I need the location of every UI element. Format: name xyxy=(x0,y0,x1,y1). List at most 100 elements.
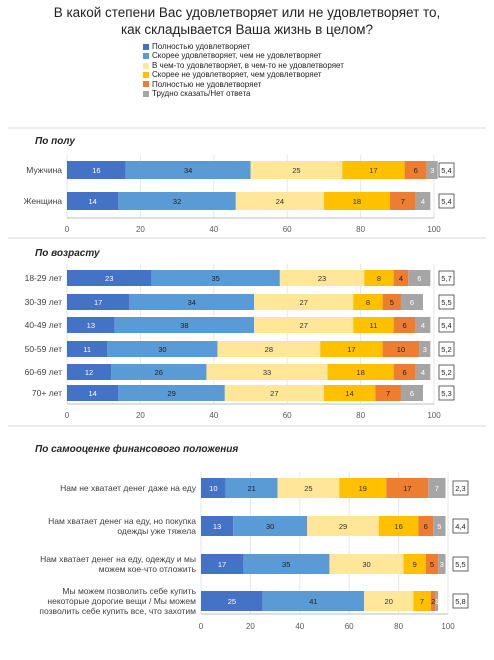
bar-segment xyxy=(415,192,431,210)
bar-segment xyxy=(118,192,236,210)
index-box xyxy=(438,294,455,310)
category-label: Мы можем позволить себе купить xyxy=(62,586,196,596)
data-label: 27 xyxy=(270,389,278,398)
index-value: 5,4 xyxy=(441,197,451,206)
data-label: 25 xyxy=(304,484,312,493)
bar-segment xyxy=(353,294,383,310)
data-label: 3 xyxy=(430,166,434,175)
data-label: 27 xyxy=(300,321,308,330)
legend-swatch xyxy=(143,43,149,50)
x-tick-label: 60 xyxy=(283,411,292,420)
x-tick-label: 100 xyxy=(427,411,441,420)
index-box xyxy=(452,556,469,572)
bar-segment xyxy=(125,161,251,179)
data-label: 11 xyxy=(370,321,378,330)
index-value: 5,3 xyxy=(441,389,451,398)
legend-swatch xyxy=(143,81,149,88)
legend-item: Полностью удовлетворяет xyxy=(143,42,344,51)
bar-segment xyxy=(403,554,426,574)
x-tick-label: 0 xyxy=(65,411,70,420)
bar-segment xyxy=(375,385,401,401)
data-label: 6 xyxy=(403,368,407,377)
category-label: некоторые дорогие вещи / Мы можем xyxy=(47,596,196,606)
legend-label: Скорее удовлетворяет, чем не удовлетворя… xyxy=(152,51,322,61)
index-value: 5,2 xyxy=(441,368,451,377)
bar-segment xyxy=(323,385,376,401)
bar-segment xyxy=(426,161,438,179)
category-label: Мужчина xyxy=(26,165,62,175)
bar-segment xyxy=(389,192,416,210)
bar-segment xyxy=(415,317,431,333)
data-label: 18 xyxy=(353,197,361,206)
data-label: 6 xyxy=(410,298,414,307)
bar-segment xyxy=(307,516,379,536)
index-box xyxy=(438,317,455,333)
data-label: 34 xyxy=(184,166,192,175)
data-label: 25 xyxy=(228,597,236,606)
category-label: Нам не хватает денег даже на еду xyxy=(60,483,197,493)
bar-segment xyxy=(419,341,431,357)
data-label: 3 xyxy=(440,560,444,569)
category-label: можем кое-что отложить xyxy=(99,564,197,574)
data-label: 6 xyxy=(410,389,414,398)
data-label: 2 xyxy=(431,597,435,606)
data-label: 29 xyxy=(339,522,347,531)
data-label: 18 xyxy=(356,368,364,377)
bar-segment xyxy=(67,161,126,179)
data-label: 16 xyxy=(394,522,402,531)
chart-title-line-1: В какой степени Вас удовлетворяет или не… xyxy=(53,5,441,20)
index-value: 5,2 xyxy=(441,345,451,354)
legend-swatch xyxy=(143,90,149,97)
category-label: Нам хватает денег на еду, но покупка xyxy=(48,516,196,526)
data-label: 3 xyxy=(423,345,427,354)
bar-segment xyxy=(224,385,324,401)
category-label: одежды уже тяжела xyxy=(117,526,196,536)
x-tick-label: 40 xyxy=(209,225,218,234)
bar-segment xyxy=(400,294,423,310)
data-label: 20 xyxy=(385,597,393,606)
data-label: 7 xyxy=(435,484,439,493)
data-label: 14 xyxy=(345,389,353,398)
data-label: 9 xyxy=(413,560,417,569)
data-label: 7 xyxy=(386,389,390,398)
category-label: 70+ лет xyxy=(32,388,62,398)
data-label: 38 xyxy=(180,321,188,330)
data-label: 6 xyxy=(403,321,407,330)
legend-swatch xyxy=(143,53,149,60)
data-label: 35 xyxy=(211,274,219,283)
legend-label: Полностью удовлетворяет xyxy=(152,42,251,51)
bar-segment xyxy=(262,591,365,611)
bar-segment xyxy=(320,341,383,357)
data-label: 8 xyxy=(377,274,381,283)
bar-segment xyxy=(67,192,119,210)
data-label: 5 xyxy=(390,298,394,307)
data-label: 26 xyxy=(155,368,163,377)
bar-segment xyxy=(201,554,243,574)
data-label: 12 xyxy=(85,368,93,377)
data-label: 8 xyxy=(366,298,370,307)
legend-item: Скорее удовлетворяет, чем не удовлетворя… xyxy=(143,51,344,60)
x-tick-label: 20 xyxy=(246,622,255,631)
category-label: позволить себе купить все, что захотим xyxy=(39,606,196,616)
category-label: 40-49 лет xyxy=(25,320,63,330)
data-label: 6 xyxy=(414,166,418,175)
bar-segment xyxy=(382,341,420,357)
index-value: 5,4 xyxy=(441,321,451,330)
bar-segment xyxy=(107,341,218,357)
data-label: 27 xyxy=(300,298,308,307)
bar-segment xyxy=(217,341,321,357)
data-label: 5 xyxy=(437,522,441,531)
data-label: 17 xyxy=(94,298,102,307)
data-label: 16 xyxy=(92,166,100,175)
data-label: 21 xyxy=(247,484,255,493)
bar-segment xyxy=(329,554,404,574)
legend-item: Трудно сказать/Нет ответа xyxy=(143,89,344,98)
bar-segment xyxy=(201,478,226,498)
index-box xyxy=(452,593,469,609)
bar-segment xyxy=(201,591,263,611)
index-value: 5,5 xyxy=(455,560,465,569)
bar-segment xyxy=(111,364,207,380)
data-label: 24 xyxy=(276,197,284,206)
x-tick-label: 20 xyxy=(136,225,145,234)
bar-segment xyxy=(425,554,439,574)
